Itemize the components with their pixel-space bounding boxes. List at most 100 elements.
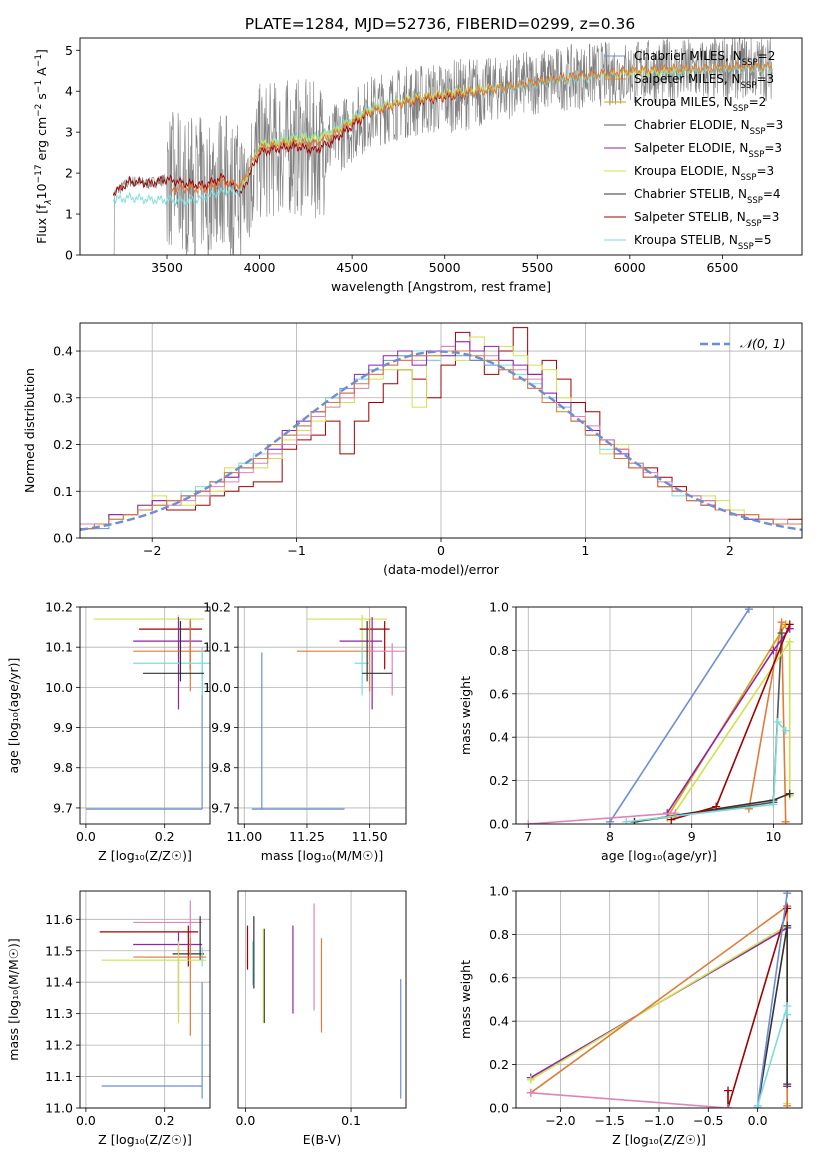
mass-weight-line — [528, 812, 676, 824]
marker-point — [777, 618, 786, 627]
marker-point — [783, 891, 792, 898]
x-tick-label: 11.00 — [226, 829, 262, 844]
y-tick-label: 0.8 — [489, 643, 509, 658]
normal-distribution-curve — [80, 350, 802, 531]
axes-frame — [79, 37, 803, 256]
y-tick-label: 9.8 — [211, 760, 231, 775]
mass-weight-vs-age-panel: 7 8 9 10 0.0 0.2 0.4 0.6 0.8 1.0 age [log₁₀(age/yr… — [458, 600, 803, 863]
y-tick-label: 0.1 — [53, 484, 73, 499]
y-tick-label: 5 — [65, 43, 73, 58]
mass-weight-line — [666, 628, 791, 814]
x-axis-label: wavelength [Angstrom, rest frame] — [331, 279, 551, 294]
y-tick-label: 11.5 — [45, 943, 73, 958]
x-tick-label: 0.1 — [341, 1113, 361, 1128]
marker-point — [769, 646, 778, 655]
y-axis-label: Flux [fλ10−17 erg cm−2 s−1 A−1] — [34, 49, 54, 244]
x-tick-label: 5000 — [429, 260, 461, 275]
y-tick-label: 0.0 — [489, 1101, 509, 1116]
marker-point — [769, 800, 778, 809]
histogram-step-line — [80, 327, 802, 530]
marker-point — [781, 817, 790, 824]
y-tick-label: 0.6 — [489, 970, 509, 985]
x-tick-label: 0.0 — [76, 829, 96, 844]
residuals-legend: 𝒩(0, 1) — [700, 336, 786, 351]
mass-vs-EBV-plot — [246, 903, 402, 1099]
y-tick-label: 11.6 — [45, 912, 73, 927]
y-tick-label: 9.7 — [53, 800, 73, 815]
y-axis-label: mass weight — [458, 676, 473, 755]
marker-point — [783, 1002, 792, 1011]
y-tick-label: 4 — [65, 84, 73, 99]
axes-frame — [79, 322, 803, 539]
y-tick-label: 11.0 — [45, 1101, 73, 1116]
marker-point — [753, 1101, 762, 1108]
x-axis-label: age [log₁₀(age/yr)] — [601, 848, 717, 863]
x-axis-label: E(B-V) — [303, 1132, 342, 1147]
x-tick-label: 11.25 — [289, 829, 325, 844]
x-axis-label: Z [log₁₀(Z/Z☉)] — [612, 1132, 706, 1147]
marker-point — [671, 809, 680, 818]
y-tick-label: 9.9 — [211, 720, 231, 735]
marker-point — [773, 718, 782, 727]
y-tick-label: 0.2 — [53, 437, 73, 452]
y-tick-label: 0.2 — [489, 773, 509, 788]
y-tick-label: 0.8 — [489, 927, 509, 942]
y-tick-label: 0 — [65, 248, 73, 263]
x-tick-label: −2.0 — [545, 1113, 575, 1128]
spectrum-legend: Chabrier MILES, NSSP=2 Salpeter MILES, NS… — [604, 49, 783, 252]
x-tick-label: −2 — [143, 543, 161, 558]
y-tick-label: 0.2 — [489, 1057, 509, 1072]
x-tick-label: 10 — [765, 829, 781, 844]
y-tick-label: 11.2 — [45, 1038, 73, 1053]
marker-point — [712, 802, 721, 811]
figure-title: PLATE=1284, MJD=52736, FIBERID=0299, z=0… — [245, 15, 635, 33]
mass-vs-Z-plot — [99, 900, 207, 1099]
x-tick-label: 6500 — [706, 260, 738, 275]
x-tick-label: 8 — [606, 829, 614, 844]
marker-point — [785, 637, 794, 646]
marker-point — [777, 629, 786, 638]
legend-label: Salpeter STELIB, NSSP=3 — [634, 210, 779, 229]
y-axis-label: mass weight — [458, 960, 473, 1039]
x-tick-label: 4000 — [244, 260, 276, 275]
spectrum-panel: 3500 4000 4500 5000 5500 6000 6500 0 1 2 3 4 5 wavele… — [34, 37, 803, 294]
marker-point — [622, 817, 631, 824]
x-axis-label: (data-model)/error — [383, 562, 500, 577]
mass-vs-EBV-panel: 0.0 0.1 E(B-V) — [235, 890, 407, 1147]
y-tick-label: 0.4 — [53, 344, 73, 359]
marker-point — [605, 817, 614, 824]
age-vs-mass-panel: 11.00 11.25 11.50 9.7 9.8 9.9 10.0 10.1 10.2 mass… — [203, 600, 407, 863]
marker-point — [744, 607, 753, 614]
y-axis-label: mass [log₁₀(M/M☉)] — [6, 938, 21, 1060]
marker-point — [783, 1101, 792, 1108]
axes-frame — [237, 606, 407, 825]
x-tick-label: 1 — [581, 543, 589, 558]
y-tick-label: 1 — [65, 207, 73, 222]
mass-vs-Z-panel: 0.0 0.2 11.0 11.1 11.2 11.3 11.4 11.5 11.6 Z [log… — [6, 890, 211, 1147]
y-tick-label: 3 — [65, 125, 73, 140]
legend-label: Kroupa MILES, NSSP=2 — [634, 95, 766, 114]
mass-weight-line — [626, 720, 787, 823]
x-tick-label: 0.0 — [76, 1113, 96, 1128]
histogram-step-line — [80, 350, 802, 530]
residuals-plot — [80, 327, 802, 531]
residuals-panel: −2 −1 0 1 2 0.0 0.1 0.2 0.3 0.4 (data-model)/error… — [22, 322, 803, 577]
mass-weight-vs-Z-panel: −2.0 −1.5 −1.0 −0.5 0.0 0.0 0.2 0.4 0.6 0.8 1.0 Z [… — [458, 884, 803, 1147]
y-axis-label: Normed distribution — [22, 368, 37, 493]
model-line — [170, 60, 773, 195]
x-tick-label: 0.0 — [748, 1113, 768, 1128]
axes-frame — [79, 606, 211, 825]
x-axis-label: mass [log₁₀(M/M☉)] — [261, 848, 383, 863]
legend-label: Chabrier ELODIE, NSSP=3 — [634, 118, 783, 137]
y-tick-label: 10.1 — [203, 640, 231, 655]
marker-point — [526, 1075, 535, 1084]
marker-point — [783, 921, 792, 930]
mass-weight-line — [530, 1092, 729, 1108]
x-tick-label: 2 — [726, 543, 734, 558]
legend-label: Chabrier MILES, NSSP=2 — [634, 49, 775, 68]
x-tick-label: 3500 — [151, 260, 183, 275]
mass-weight-vs-Z-plot — [526, 891, 792, 1108]
marker-point — [785, 789, 794, 798]
spectrum-plot — [112, 38, 773, 255]
